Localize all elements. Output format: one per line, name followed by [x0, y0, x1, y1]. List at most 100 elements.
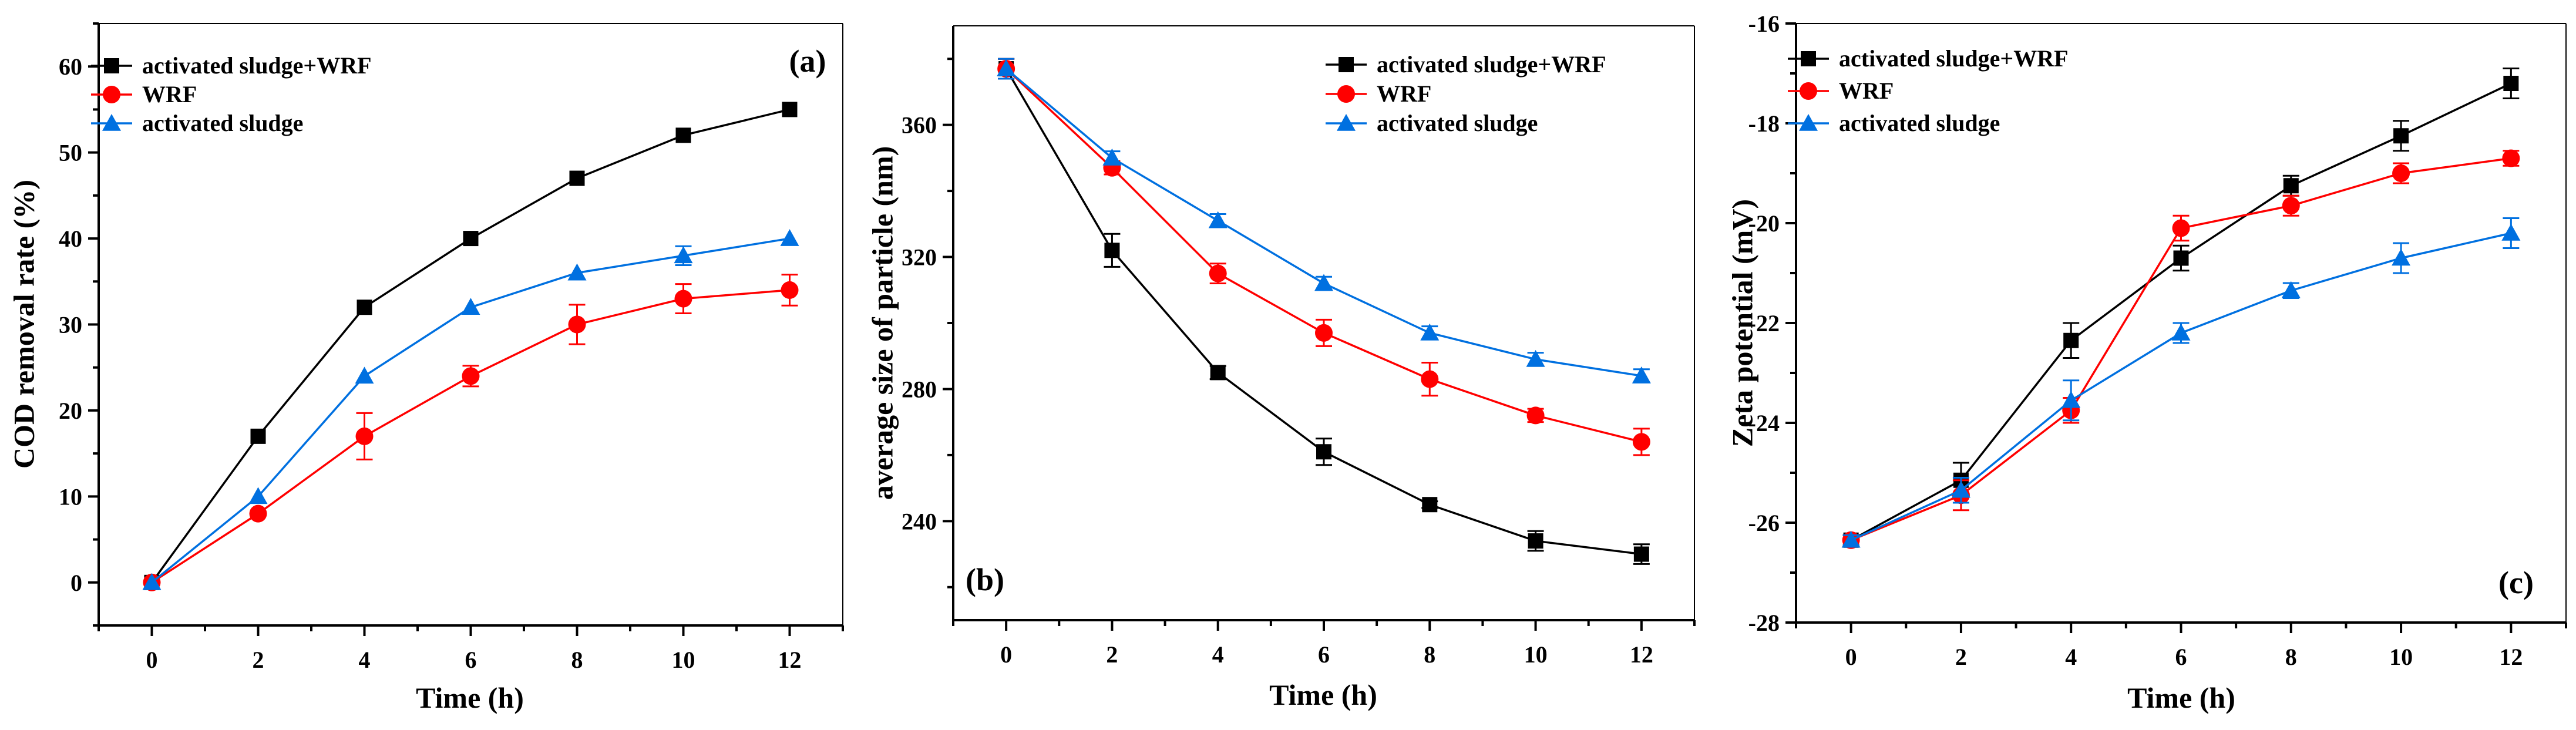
y-tick-label: 0: [70, 570, 82, 596]
data-point: [568, 315, 586, 334]
y-tick-label: 60: [59, 53, 82, 80]
legend-marker: [1799, 114, 1818, 131]
legend-item: WRF: [91, 81, 197, 107]
y-tick-label: 240: [902, 508, 937, 534]
panel-a: 0 2 4 6 8 10 12 0 10 20 30 40 50 60 Time (h) COD remova…: [0, 0, 859, 730]
series-1: [144, 102, 798, 590]
data-point: [782, 102, 798, 117]
data-point: [780, 229, 799, 246]
data-point: [1209, 264, 1227, 282]
data-point: [569, 170, 585, 186]
data-point: [249, 504, 267, 523]
x-tick-label: 12: [778, 647, 802, 673]
legend-marker: [103, 86, 120, 103]
data-point: [355, 366, 374, 384]
panel-label: (a): [789, 43, 826, 79]
data-point: [1632, 433, 1650, 451]
data-point: [2063, 332, 2079, 348]
data-point: [1422, 497, 1438, 513]
y-tick-label: -20: [1748, 210, 1780, 237]
legend-item: activated sludge: [91, 110, 303, 136]
series-line: [151, 289, 790, 584]
series-1: [998, 58, 1650, 565]
data-point: [997, 59, 1016, 76]
data-point: [1841, 530, 1861, 548]
x-tick-label: 12: [1630, 641, 1653, 668]
legend-marker: [1801, 51, 1816, 66]
legend-label: WRF: [1377, 80, 1431, 107]
x-tick-label: 6: [1318, 641, 1330, 668]
series-3: [142, 229, 799, 590]
data-point: [2281, 281, 2301, 298]
legend-label: activated sludge+WRF: [1839, 45, 2069, 72]
legend-label: WRF: [1839, 78, 1894, 104]
legend-item: activated sludge+WRF: [1326, 51, 1606, 78]
series-line: [1005, 68, 1642, 556]
chart-2: 0 2 4 6 8 10 12 240 280 320 360 Time (h) average siz…: [866, 25, 1696, 711]
panel-label: (b): [966, 562, 1004, 597]
data-point: [1951, 480, 1970, 498]
legend-label: activated sludge+WRF: [142, 52, 372, 79]
data-point: [250, 428, 266, 444]
series-2: [143, 274, 799, 591]
data-point: [355, 427, 374, 445]
legend-marker: [104, 58, 119, 73]
x-tick-label: 2: [253, 647, 264, 673]
data-point: [1104, 243, 1120, 258]
data-point: [1526, 406, 1545, 425]
legend-item: WRF: [1326, 80, 1431, 107]
y-tick-label: -28: [1748, 610, 1780, 636]
y-tick-label: 40: [59, 226, 82, 252]
legend-item: WRF: [1788, 78, 1894, 104]
y-axis-title: average size of particle (nm): [866, 146, 899, 500]
y-tick-label: -26: [1748, 510, 1780, 536]
legend-marker: [102, 114, 121, 131]
data-point: [461, 298, 480, 315]
data-point: [2062, 391, 2081, 408]
legend-item: activated sludge+WRF: [1788, 45, 2069, 72]
data-point: [674, 246, 693, 264]
chart-1: 0 2 4 6 8 10 12 0 10 20 30 40 50 60 Time (h) COD remova…: [8, 22, 844, 714]
x-tick-label: 6: [465, 647, 477, 673]
legend-marker: [1337, 114, 1356, 131]
series-line: [151, 108, 790, 583]
data-point: [2503, 76, 2519, 91]
data-point: [1314, 274, 1333, 291]
data-point: [1632, 366, 1651, 383]
legend-label: activated sludge: [1839, 110, 2000, 136]
legend-marker: [1800, 82, 1817, 100]
legend-label: WRF: [142, 81, 197, 107]
data-point: [781, 281, 799, 299]
x-axis-title: Time (h): [2127, 681, 2235, 714]
x-tick-label: 4: [1212, 641, 1224, 668]
y-tick-label: -22: [1748, 310, 1780, 337]
data-point: [1526, 349, 1545, 367]
data-point: [1316, 444, 1331, 460]
series-line: [1850, 232, 2511, 541]
y-tick-label: 30: [59, 312, 82, 338]
data-point: [1315, 324, 1333, 342]
axes: 0 2 4 6 8 10 12 -28 -26 -24 -22 -20 -18 -16: [1748, 11, 2567, 670]
data-point: [1421, 370, 1439, 388]
x-axis-title: Time (h): [1269, 678, 1377, 711]
x-axis-title: Time (h): [416, 681, 524, 714]
x-tick-label: 10: [1524, 641, 1548, 668]
data-point: [463, 231, 479, 247]
data-point: [1102, 148, 1122, 166]
data-point: [674, 290, 692, 308]
y-tick-label: 320: [902, 244, 937, 271]
y-tick-label: 10: [59, 483, 82, 510]
x-tick-label: 0: [1845, 644, 1857, 670]
legend-label: activated sludge: [142, 110, 303, 136]
legend-marker: [1337, 85, 1355, 103]
y-tick-label: -24: [1748, 410, 1780, 436]
data-point: [1208, 211, 1228, 228]
legend-item: activated sludge: [1788, 110, 2000, 136]
x-tick-label: 6: [2175, 644, 2187, 670]
legend: activated sludge+WRF WRF activated sludge: [1788, 45, 2069, 136]
x-tick-label: 12: [2499, 644, 2523, 670]
series-1: [1842, 68, 2520, 548]
x-tick-label: 0: [1000, 641, 1012, 668]
